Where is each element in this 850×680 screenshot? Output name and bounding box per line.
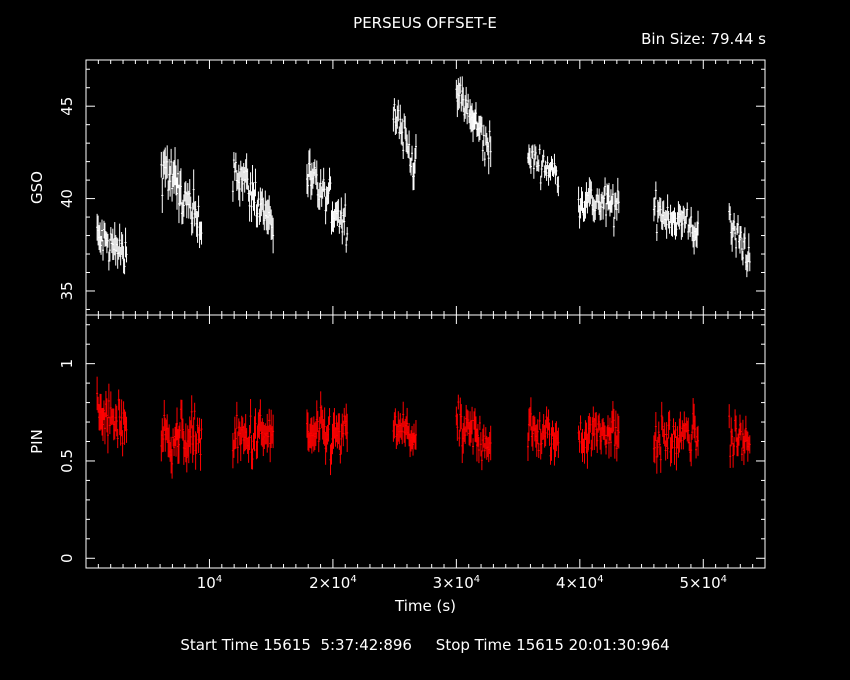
start-stop-time: Start Time 15615 5:37:42:896 Stop Time 1…: [180, 636, 670, 654]
pin-series: [96, 376, 751, 479]
xtick-label: 104: [197, 574, 222, 592]
chart-title: PERSEUS OFFSET-E: [353, 14, 497, 32]
bin-size-label: Bin Size: 79.44 s: [641, 30, 766, 48]
xtick-label: 3×104: [433, 574, 481, 592]
gso-panel: 35 40 45 GSO: [28, 59, 766, 316]
xtick-label: 5×104: [679, 574, 727, 592]
gso-series: [96, 76, 751, 278]
pin-ytick-label: 0.5: [58, 449, 76, 473]
xtick-label: 2×104: [309, 574, 357, 592]
pin-ytick-label: 1: [58, 359, 76, 369]
pin-ytick-label: 0: [58, 553, 76, 563]
gso-ytick-label: 35: [58, 281, 76, 300]
gso-ytick-label: 45: [58, 97, 76, 116]
pin-panel: 0 0.5 1 PIN 104 2×104 3×104 4×104 5×104 Time (s): [28, 314, 766, 615]
gso-axis-label: GSO: [28, 171, 46, 204]
x-axis-label: Time (s): [394, 597, 456, 615]
xtick-label: 4×104: [556, 574, 604, 592]
gso-ytick-label: 40: [58, 189, 76, 208]
pin-axis-label: PIN: [28, 429, 46, 454]
